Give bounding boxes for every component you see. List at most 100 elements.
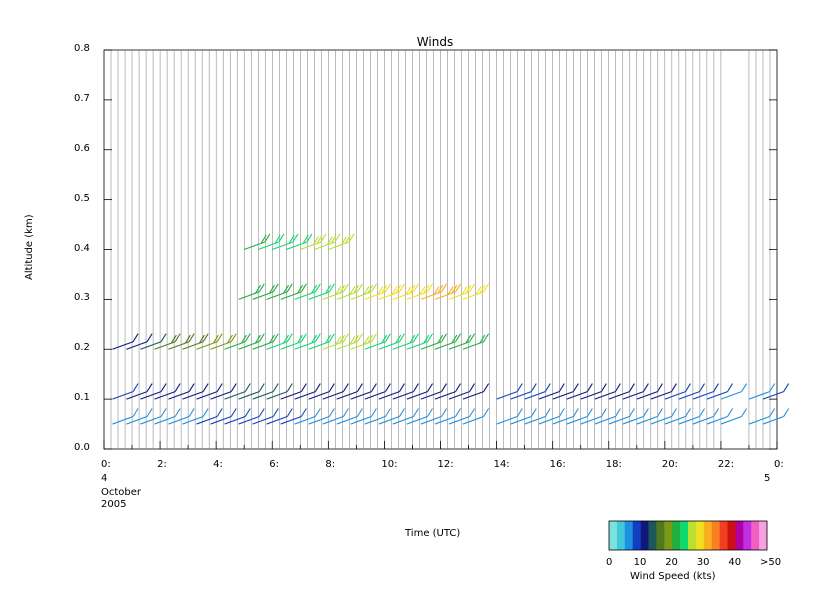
wind-barb <box>552 408 579 425</box>
wind-barb <box>762 408 790 425</box>
x-tick-label: 2: <box>157 459 167 470</box>
x-tick-label: 18: <box>605 459 622 470</box>
y-axis-label: Altitude (km) <box>24 214 35 280</box>
wind-barb <box>286 233 313 251</box>
wind-barb <box>314 233 341 251</box>
wind-barb <box>300 233 327 251</box>
x-tick-label: 20: <box>661 459 678 470</box>
wind-barb <box>420 283 448 300</box>
wind-barb <box>434 383 462 400</box>
x-tick-label: 16: <box>549 459 566 470</box>
wind-barb <box>706 383 734 400</box>
wind-speed-colorbar <box>608 520 768 551</box>
wind-barb <box>210 383 237 400</box>
wind-barb <box>510 408 537 425</box>
colorbar-swatch <box>703 521 712 550</box>
wind-barb <box>664 383 691 400</box>
wind-barb <box>420 408 448 425</box>
wind-barb <box>496 383 523 400</box>
wind-barb <box>378 333 405 350</box>
wind-barb <box>510 383 537 400</box>
wind-barb <box>336 408 363 425</box>
colorbar-swatch <box>695 521 705 550</box>
wind-barb <box>294 333 321 350</box>
wind-barb <box>580 383 607 400</box>
wind-barb <box>266 383 293 400</box>
wind-barb <box>238 383 265 400</box>
wind-barb <box>406 333 433 350</box>
wind-barb <box>420 333 448 350</box>
wind-barb <box>364 383 391 400</box>
end-day-label: 5 <box>764 473 771 484</box>
wind-barb <box>392 283 419 300</box>
wind-barb <box>244 233 271 251</box>
wind-barb <box>692 408 720 425</box>
colorbar-frame <box>608 520 768 551</box>
wind-barb <box>434 333 462 350</box>
wind-barb <box>266 283 293 300</box>
wind-barb <box>126 383 153 400</box>
wind-barb <box>650 408 677 425</box>
y-tick-label: 0.0 <box>74 442 90 453</box>
wind-barb <box>168 333 195 350</box>
wind-barbs <box>112 233 790 425</box>
y-tick-label: 0.3 <box>74 292 90 304</box>
wind-barb <box>168 383 195 400</box>
wind-barb <box>406 383 433 400</box>
start-month-label: October <box>101 487 142 498</box>
wind-barb <box>462 383 490 400</box>
wind-barb <box>392 408 419 425</box>
wind-barb <box>252 283 279 300</box>
wind-barb <box>350 283 377 300</box>
wind-barb <box>280 283 307 300</box>
wind-barb <box>196 333 223 350</box>
wind-barb <box>434 408 462 425</box>
wind-barb <box>328 233 355 251</box>
x-tick-label: 4: <box>213 459 223 470</box>
wind-barb <box>336 333 363 350</box>
wind-barb <box>238 283 265 300</box>
wind-barb <box>168 408 195 425</box>
wind-barb <box>720 408 748 425</box>
wind-barb <box>448 408 476 425</box>
colorbar-swatch <box>648 521 657 550</box>
wind-barb <box>406 408 433 425</box>
wind-barb <box>636 383 663 400</box>
wind-barb <box>308 333 335 350</box>
colorbar-tick-label: 20 <box>665 557 678 568</box>
wind-barb <box>566 383 593 400</box>
wind-barb <box>364 333 391 350</box>
colorbar-swatch <box>751 521 760 550</box>
wind-barb <box>322 383 349 400</box>
wind-barb <box>524 408 551 425</box>
wind-barb <box>336 383 363 400</box>
x-tick-label: 10: <box>381 459 398 470</box>
wind-barb <box>238 408 265 425</box>
wind-barb <box>762 383 790 400</box>
wind-barb <box>322 283 349 300</box>
wind-barb <box>720 383 748 400</box>
wind-barb <box>406 283 433 300</box>
wind-barb <box>154 408 181 425</box>
colorbar-swatch <box>609 521 618 550</box>
wind-barb <box>650 383 677 400</box>
wind-barb <box>434 283 462 300</box>
wind-barb <box>336 283 363 300</box>
wind-barb <box>266 333 293 350</box>
wind-barb <box>678 383 705 400</box>
wind-barb <box>566 408 593 425</box>
colorbar-swatch <box>711 521 720 550</box>
y-tick-label: 0.8 <box>74 43 90 54</box>
wind-barb <box>112 333 139 350</box>
wind-barb <box>294 408 321 425</box>
start-year-label: 2005 <box>101 499 127 510</box>
colorbar-swatch <box>672 521 681 550</box>
wind-barb <box>538 383 565 400</box>
wind-barb <box>140 408 167 425</box>
wind-barb <box>322 408 349 425</box>
wind-barb <box>622 408 649 425</box>
wind-barb <box>664 408 691 425</box>
x-tick-label: 14: <box>493 459 510 470</box>
wind-barb <box>462 283 490 300</box>
colorbar-swatch <box>656 521 665 550</box>
